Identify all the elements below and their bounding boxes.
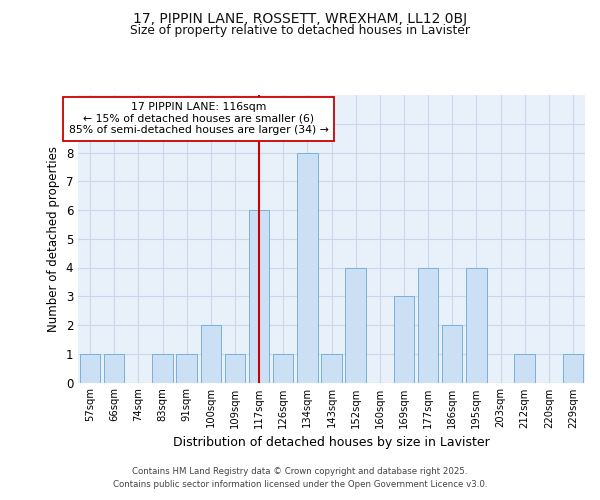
Text: 17 PIPPIN LANE: 116sqm
← 15% of detached houses are smaller (6)
85% of semi-deta: 17 PIPPIN LANE: 116sqm ← 15% of detached… [69,102,329,136]
Bar [104,354,124,382]
Bar [176,354,197,382]
Bar [297,152,317,382]
Bar [200,325,221,382]
Bar [563,354,583,382]
Bar [466,268,487,382]
Text: 17, PIPPIN LANE, ROSSETT, WREXHAM, LL12 0BJ: 17, PIPPIN LANE, ROSSETT, WREXHAM, LL12 … [133,12,467,26]
Bar [224,354,245,382]
Bar [442,325,463,382]
Bar [418,268,439,382]
Bar [152,354,173,382]
Bar [346,268,366,382]
Text: Size of property relative to detached houses in Lavister: Size of property relative to detached ho… [130,24,470,37]
Bar [321,354,342,382]
Text: Contains HM Land Registry data © Crown copyright and database right 2025.
Contai: Contains HM Land Registry data © Crown c… [113,468,487,489]
Bar [249,210,269,382]
Bar [514,354,535,382]
Bar [80,354,100,382]
Bar [394,296,414,382]
X-axis label: Distribution of detached houses by size in Lavister: Distribution of detached houses by size … [173,436,490,449]
Bar [273,354,293,382]
Y-axis label: Number of detached properties: Number of detached properties [47,146,60,332]
